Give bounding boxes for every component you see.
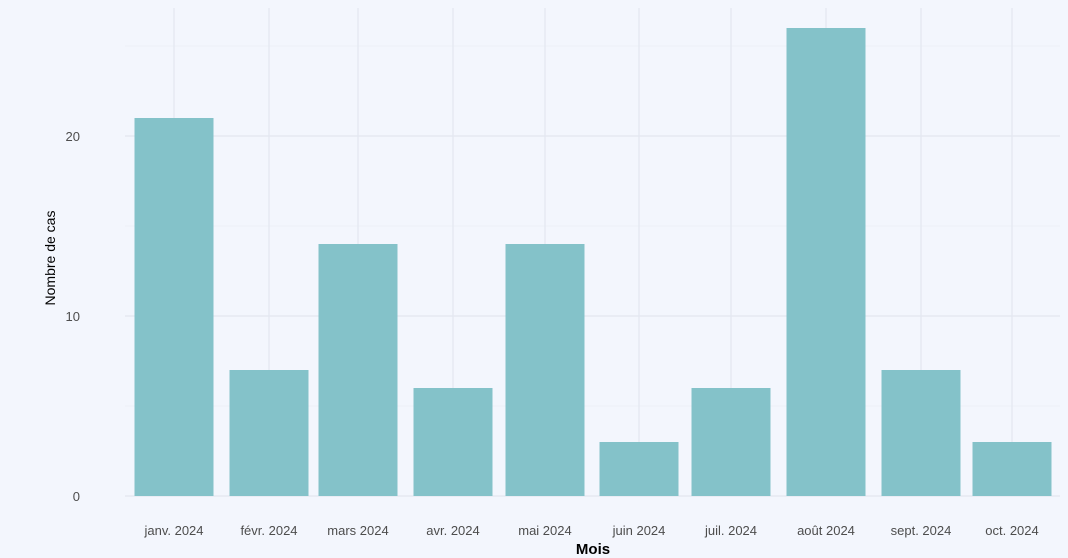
bar-5: [505, 244, 585, 496]
x-tick-label: mars 2024: [327, 523, 388, 538]
x-tick-label: sept. 2024: [891, 523, 952, 538]
x-tick-label: janv. 2024: [143, 523, 203, 538]
x-axis-ticks: janv. 2024 févr. 2024 mars 2024 avr. 2024 ma…: [143, 523, 1038, 538]
bar-6: [599, 442, 679, 496]
bar-4: [413, 388, 493, 496]
bar-3: [318, 244, 398, 496]
bar-2: [229, 370, 309, 496]
bar-10: [972, 442, 1052, 496]
x-tick-label: févr. 2024: [240, 523, 297, 538]
y-axis-title: Nombre de cas: [42, 211, 58, 306]
y-tick-label: 10: [66, 309, 80, 324]
bar-1: [134, 118, 214, 496]
x-tick-label: oct. 2024: [985, 523, 1039, 538]
bars: [134, 28, 1052, 496]
x-tick-label: avr. 2024: [426, 523, 480, 538]
x-tick-label: août 2024: [797, 523, 855, 538]
y-tick-label: 20: [66, 129, 80, 144]
y-tick-label: 0: [73, 489, 80, 504]
bar-9: [881, 370, 961, 496]
x-tick-label: juin 2024: [612, 523, 666, 538]
y-axis-ticks: 0 10 20: [66, 129, 80, 504]
x-axis-title: Mois: [576, 541, 610, 558]
x-tick-label: mai 2024: [518, 523, 571, 538]
bar-7: [691, 388, 771, 496]
x-tick-label: juil. 2024: [704, 523, 757, 538]
bar-8: [786, 28, 866, 496]
